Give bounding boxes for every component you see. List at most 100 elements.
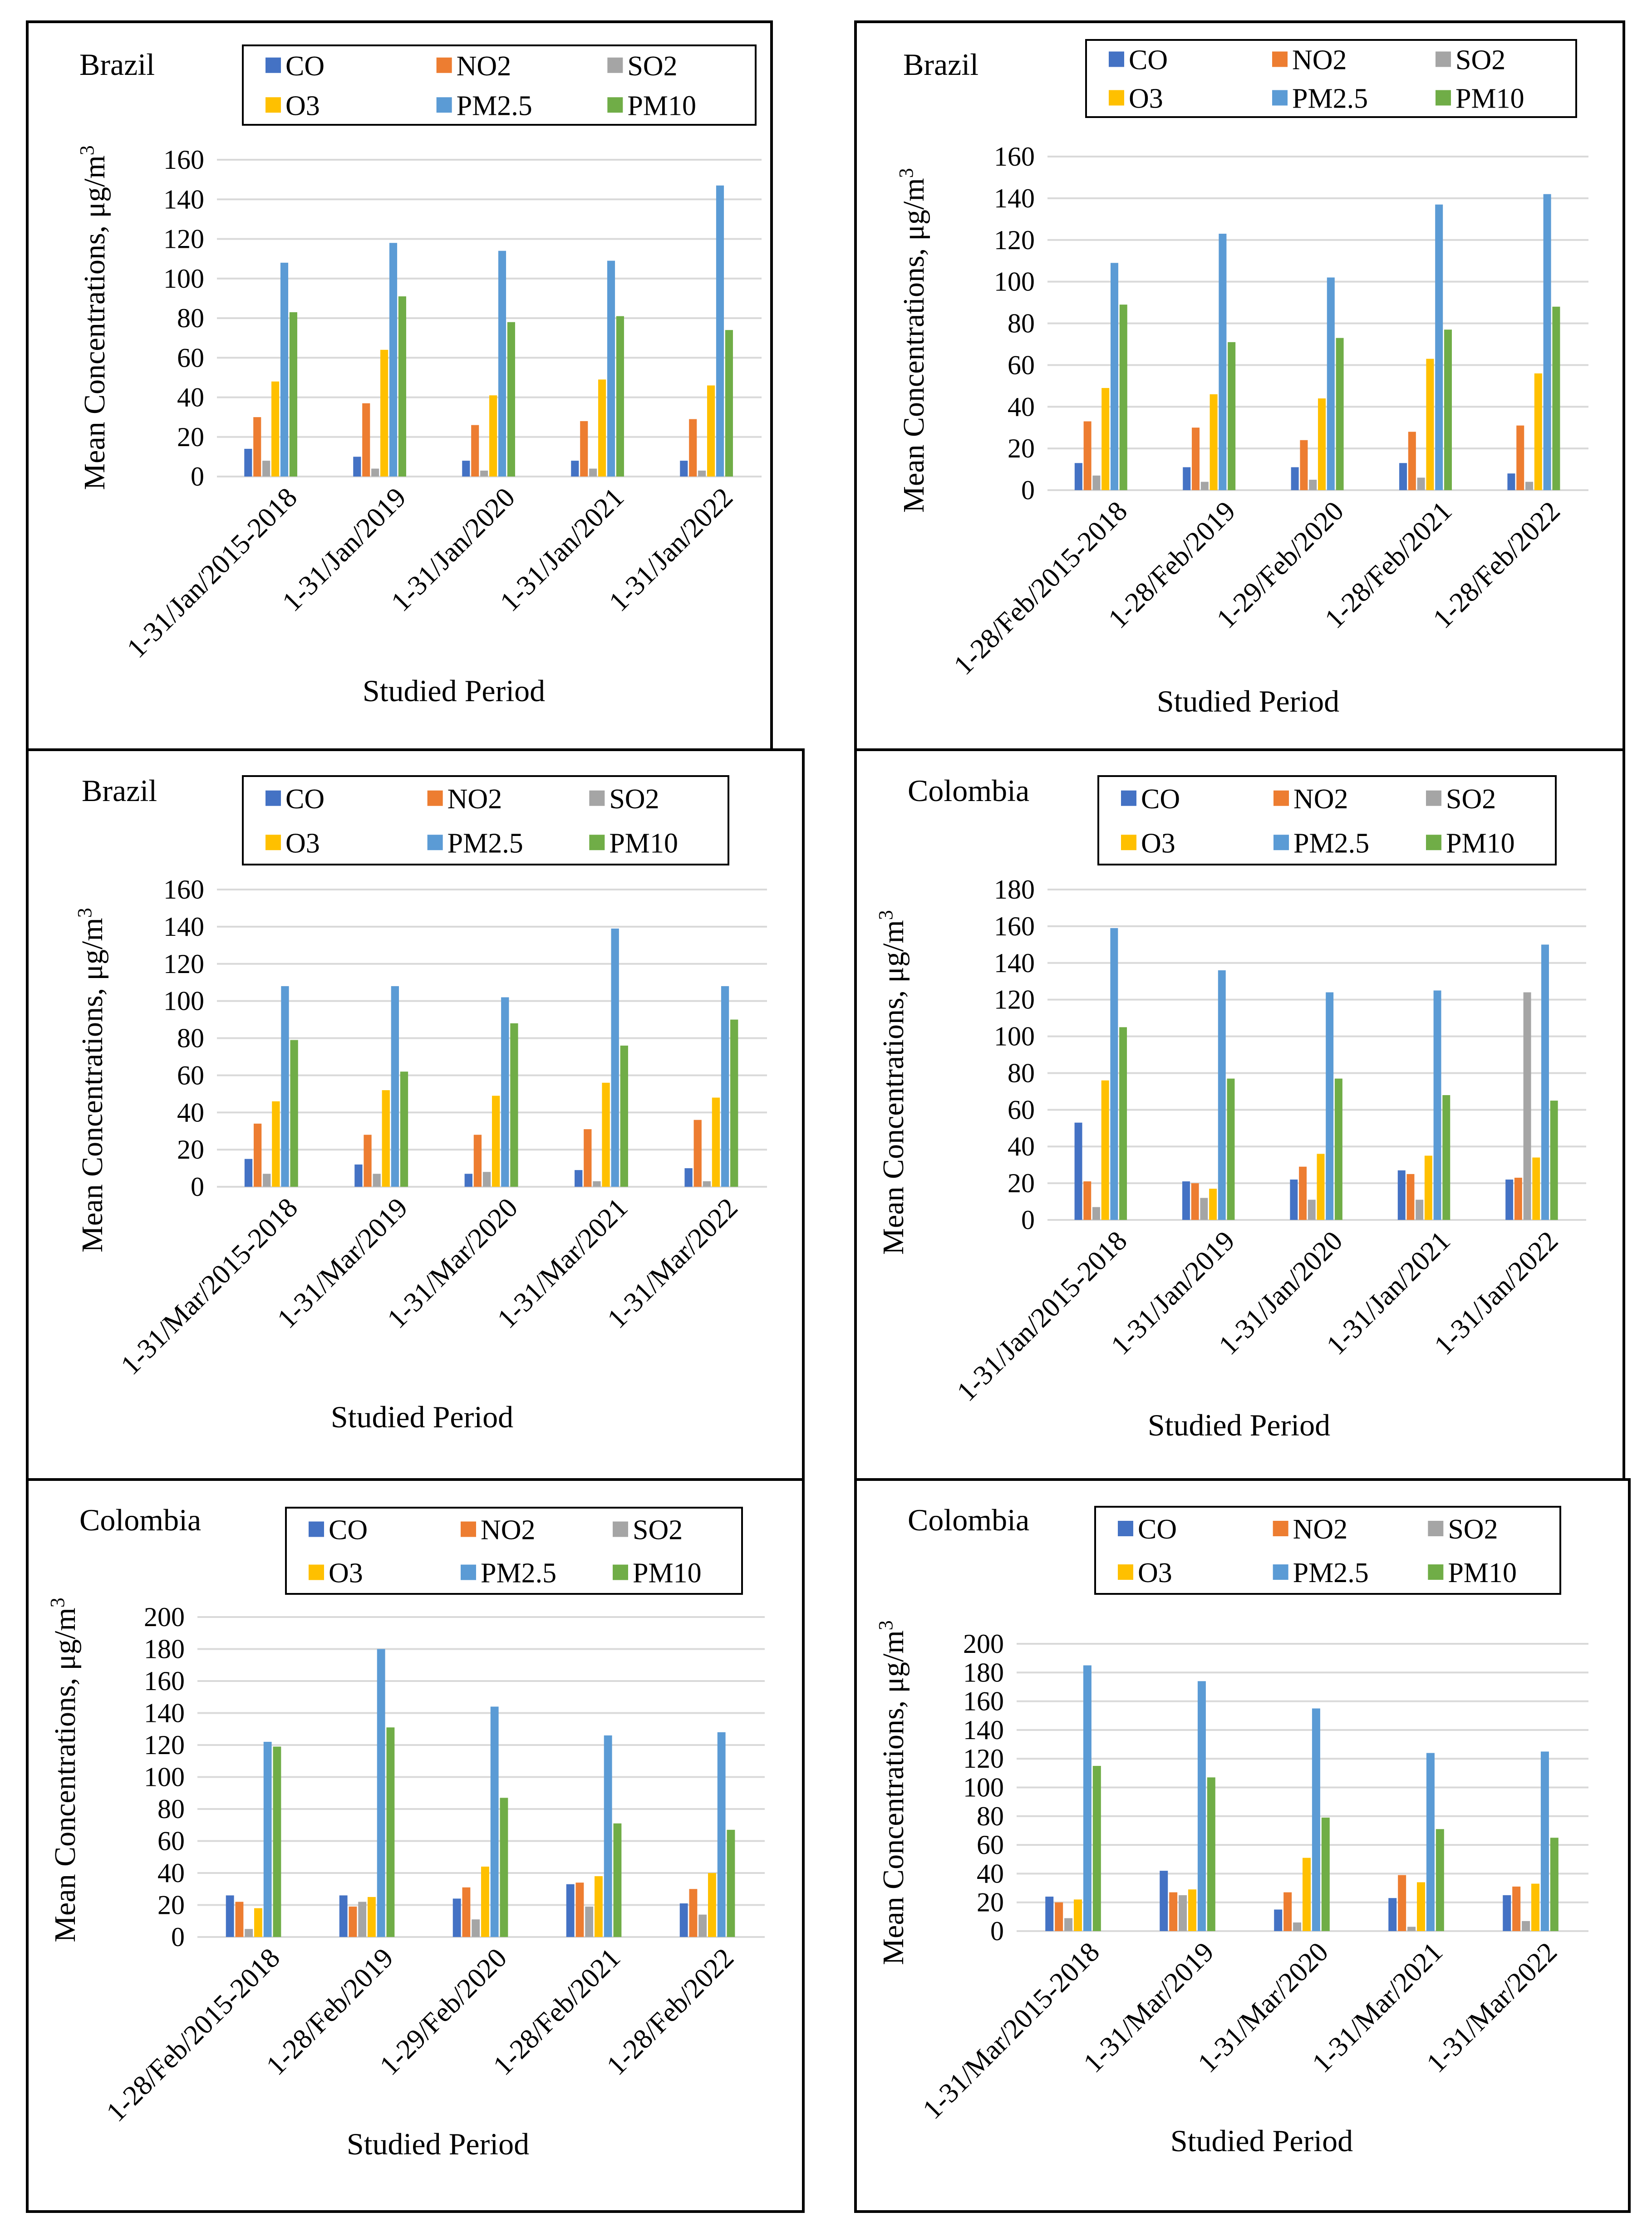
- bar-co-4: [571, 461, 579, 477]
- legend-swatch-pm10: [613, 1564, 628, 1580]
- bar-so2-2: [371, 468, 379, 477]
- y-tick-label: 60: [977, 1830, 1004, 1860]
- bar-no2-2: [349, 1907, 357, 1937]
- bar-no2-5: [1514, 1177, 1522, 1220]
- legend-label: PM10: [633, 1558, 702, 1589]
- bar-pm25-5: [717, 1732, 726, 1937]
- legend-swatch-so2: [1436, 51, 1451, 67]
- bar-no2-4: [1406, 1174, 1415, 1220]
- bar-pm25-3: [1326, 992, 1334, 1220]
- x-axis-label: Studied Period: [331, 1400, 513, 1434]
- bar-o3-4: [598, 379, 606, 477]
- bar-pm25-3: [498, 251, 506, 477]
- y-tick-label: 200: [144, 1602, 185, 1632]
- legend-swatch-no2: [1272, 51, 1288, 67]
- chart-title: Colombia: [79, 1503, 201, 1537]
- legend-swatch-pm10: [607, 97, 623, 113]
- legend-label: SO2: [1455, 45, 1505, 76]
- y-tick-label: 80: [1008, 309, 1035, 339]
- bar-pm10-3: [1334, 1078, 1342, 1220]
- legend-label: PM2.5: [457, 90, 532, 121]
- bar-so2-5: [1525, 482, 1534, 490]
- bar-o3-2: [380, 349, 388, 477]
- y-tick-label: 180: [963, 1657, 1004, 1687]
- bar-co-3: [452, 1898, 461, 1937]
- bar-pm10-5: [730, 1019, 738, 1187]
- legend-label: SO2: [1448, 1514, 1498, 1545]
- bar-so2-5: [1523, 992, 1531, 1220]
- y-axis-label-superscript: 3: [46, 1598, 69, 1608]
- bar-pm10-2: [1207, 1777, 1215, 1931]
- y-tick-label: 40: [177, 383, 204, 413]
- bar-so2-3: [472, 1919, 480, 1937]
- bar-pm25-3: [490, 1706, 499, 1937]
- bar-pm25-1: [1110, 928, 1118, 1220]
- bar-so2-2: [373, 1174, 381, 1187]
- bar-pm25-1: [1110, 263, 1119, 490]
- legend-label: PM10: [1448, 1558, 1517, 1588]
- bar-pm25-2: [1218, 970, 1226, 1220]
- y-tick-label: 0: [1021, 475, 1035, 505]
- bar-no2-4: [1408, 432, 1416, 490]
- bar-pm25-1: [280, 262, 289, 477]
- bar-co-2: [339, 1895, 348, 1937]
- bar-o3-2: [1209, 1189, 1217, 1220]
- bar-o3-4: [602, 1082, 610, 1187]
- bar-pm25-4: [604, 1735, 612, 1937]
- bar-no2-1: [1083, 421, 1092, 490]
- bar-co-2: [354, 1164, 363, 1187]
- bar-o3-2: [1210, 394, 1218, 490]
- bar-pm25-5: [1541, 944, 1549, 1220]
- bar-o3-3: [1317, 1154, 1325, 1220]
- legend-label: O3: [329, 1558, 363, 1589]
- chart-title: Colombia: [908, 773, 1029, 808]
- bar-pm10-4: [613, 1823, 622, 1937]
- legend-label: SO2: [609, 784, 659, 815]
- bar-no2-3: [1300, 440, 1308, 490]
- bar-pm10-1: [1092, 1766, 1101, 1931]
- bar-pm10-3: [507, 322, 515, 477]
- y-tick-label: 160: [994, 142, 1035, 172]
- bar-no2-4: [575, 1883, 584, 1937]
- bar-pm10-1: [273, 1746, 281, 1937]
- legend-swatch-pm25: [1273, 835, 1289, 850]
- legend-box: [1097, 775, 1557, 865]
- bar-pm25-2: [389, 243, 398, 477]
- bar-so2-2: [1179, 1895, 1187, 1931]
- bar-co-1: [1074, 1122, 1082, 1220]
- y-tick-label: 120: [163, 224, 204, 254]
- bar-so2-5: [698, 1914, 707, 1937]
- bar-so2-1: [1092, 475, 1101, 490]
- x-tick-label: 1-31/Mar/2015-2018: [917, 1937, 1106, 2125]
- y-tick-label: 20: [1008, 1168, 1035, 1198]
- legend-box: [242, 44, 757, 126]
- legend-swatch-o3: [309, 1564, 324, 1580]
- bar-no2-1: [235, 1902, 244, 1937]
- legend-label: PM10: [609, 828, 678, 859]
- y-tick-label: 100: [163, 264, 204, 294]
- y-tick-label: 20: [977, 1888, 1004, 1917]
- legend-box: [285, 1507, 743, 1595]
- bar-pm10-2: [398, 296, 406, 477]
- y-axis-label-superscript: 3: [895, 168, 917, 178]
- y-tick-label: 40: [1008, 1131, 1035, 1161]
- legend-label: O3: [285, 828, 320, 859]
- x-axis-label: Studied Period: [347, 2127, 529, 2161]
- y-axis-label-superscript: 3: [74, 908, 96, 918]
- y-tick-label: 0: [171, 1922, 185, 1952]
- y-axis-label: Mean Concentrations, μg/m3: [46, 1598, 82, 1942]
- y-tick-label: 0: [1021, 1205, 1035, 1235]
- legend-box: [1085, 39, 1577, 118]
- y-tick-label: 120: [163, 949, 204, 979]
- y-tick-label: 20: [1008, 433, 1035, 463]
- bar-no2-1: [253, 417, 261, 477]
- chart-panel-4: Colombia CO NO2 SO2 O3 PM2.5 PM10 0 20 40 60 80 100 1…: [854, 748, 1625, 1481]
- legend-label: NO2: [457, 51, 511, 82]
- legend-label: NO2: [481, 1515, 536, 1546]
- legend-label: CO: [329, 1515, 368, 1546]
- bar-o3-3: [492, 1096, 500, 1187]
- legend-swatch-co: [1118, 1521, 1133, 1536]
- bar-so2-4: [589, 468, 597, 477]
- legend-swatch-co: [266, 790, 281, 806]
- legend-label: O3: [1129, 84, 1163, 114]
